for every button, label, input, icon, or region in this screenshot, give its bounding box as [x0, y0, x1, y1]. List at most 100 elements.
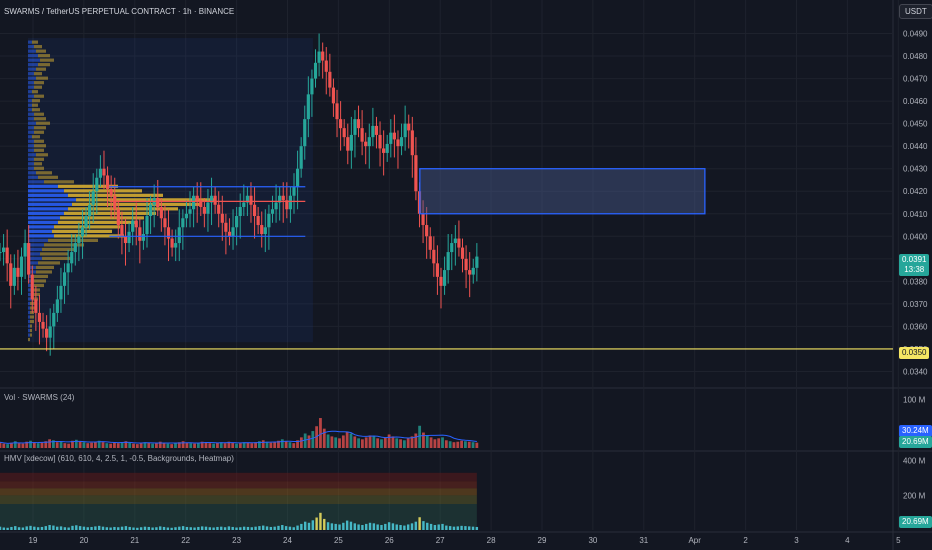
hmv-bar — [67, 527, 70, 530]
hmv-bar — [330, 523, 334, 530]
volume-profile-row — [58, 184, 118, 188]
volume-bar — [48, 439, 51, 448]
hmv-bar — [14, 526, 17, 530]
hmv-bar — [166, 527, 170, 530]
volume-profile-row — [28, 288, 32, 292]
volume-profile-row — [68, 193, 163, 197]
volume-bar — [299, 437, 303, 448]
volume-profile-row — [28, 144, 34, 148]
volume-pane-title[interactable]: Vol · SWARMS (24) — [4, 393, 75, 402]
hmv-bar — [365, 523, 368, 530]
hmv-pane-title[interactable]: HMV [xdecow] (610, 610, 4, 2.5, 1, -0.5,… — [4, 454, 234, 463]
volume-bar — [78, 441, 82, 448]
volume-profile-row — [28, 301, 30, 306]
candle-body — [123, 236, 128, 244]
hmv-bar — [117, 527, 120, 530]
hmv-bar — [292, 527, 295, 530]
volume-profile-row — [28, 198, 76, 202]
volume-profile-row — [28, 297, 32, 301]
price-candles — [0, 33, 479, 356]
volume-bar — [433, 439, 437, 448]
volume-bar — [151, 443, 154, 448]
candle-body — [260, 225, 264, 235]
hmv-bar — [113, 526, 116, 530]
price-axis-tick: 0.0470 — [903, 75, 928, 84]
hmv-bar — [181, 526, 185, 530]
candle-body — [263, 227, 267, 235]
volume-bar — [341, 435, 345, 448]
candle-body — [245, 195, 249, 203]
volume-profile-row — [40, 58, 54, 62]
candle-body — [428, 236, 432, 250]
volume-profile-row — [28, 135, 32, 139]
candle-body — [349, 134, 353, 151]
candle-body — [192, 195, 196, 210]
hmv-bar — [174, 527, 177, 530]
volume-profile-row — [36, 76, 48, 80]
candle-body — [414, 155, 418, 192]
hmv-bar — [124, 526, 128, 530]
volume-profile-row — [28, 40, 32, 44]
volume-bar — [0, 442, 2, 448]
volume-profile-row — [28, 126, 34, 130]
volume-bar — [90, 442, 93, 448]
candle-body — [62, 272, 67, 286]
price-axis-tick: 0.0430 — [903, 165, 928, 174]
volume-profile-row — [28, 175, 38, 179]
volume-profile-row — [68, 207, 178, 211]
volume-profile-row — [64, 211, 156, 215]
volume-profile-row — [48, 238, 98, 243]
volume-profile-row — [28, 162, 34, 166]
currency-button[interactable]: USDT — [899, 4, 932, 19]
volume-profile-row — [28, 81, 34, 85]
volume-bar — [29, 440, 32, 448]
candle-body — [141, 234, 146, 241]
supply-zone-box — [419, 168, 706, 215]
volume-profile-row — [28, 328, 30, 333]
hmv-bar — [25, 526, 28, 530]
hmv-bar — [441, 523, 444, 530]
hmv-bar — [6, 527, 9, 530]
hmv-bar — [323, 518, 326, 530]
volume-profile-row — [34, 139, 44, 143]
candle-body — [446, 252, 450, 271]
volume-bar — [71, 440, 74, 448]
volume-profile-row — [28, 193, 68, 197]
time-axis-tick: 19 — [29, 536, 38, 545]
volume-profile-row — [34, 283, 44, 288]
candle-body — [242, 202, 246, 208]
volume-bar — [200, 441, 204, 448]
hmv-bar — [40, 526, 44, 530]
hmv-bar — [475, 526, 479, 530]
candle-body — [202, 207, 206, 214]
volume-bar — [25, 441, 29, 448]
time-axis-tick: 20 — [79, 536, 88, 545]
volume-bar — [36, 443, 40, 448]
volume-profile-row — [28, 148, 34, 152]
volume-bar — [448, 441, 452, 448]
candle-body — [389, 132, 393, 144]
volume-bar — [338, 438, 341, 448]
volume-bar — [21, 443, 25, 448]
hmv-bar — [265, 526, 269, 530]
hmv-bar — [460, 525, 463, 530]
volume-profile-row — [32, 40, 38, 44]
symbol-title[interactable]: SWARMS / TetherUS PERPETUAL CONTRACT · 1… — [4, 7, 235, 16]
volume-bar — [380, 439, 383, 448]
volume-profile-row — [28, 130, 34, 134]
volume-bar — [238, 443, 242, 448]
candle-body — [439, 276, 443, 286]
drawings[interactable] — [0, 168, 893, 350]
price-axis-tick: 0.0490 — [903, 30, 928, 39]
candle-body — [213, 195, 217, 205]
hmv-bar — [208, 527, 212, 530]
volume-profile-row — [30, 333, 32, 337]
volume-bar — [364, 437, 368, 448]
time-axis-tick: 31 — [639, 536, 648, 545]
volume-bar — [422, 432, 425, 448]
candle-body — [105, 175, 110, 189]
hmv-bar — [105, 527, 109, 530]
hmv-bar — [410, 523, 414, 530]
hmv-bar — [56, 526, 59, 530]
